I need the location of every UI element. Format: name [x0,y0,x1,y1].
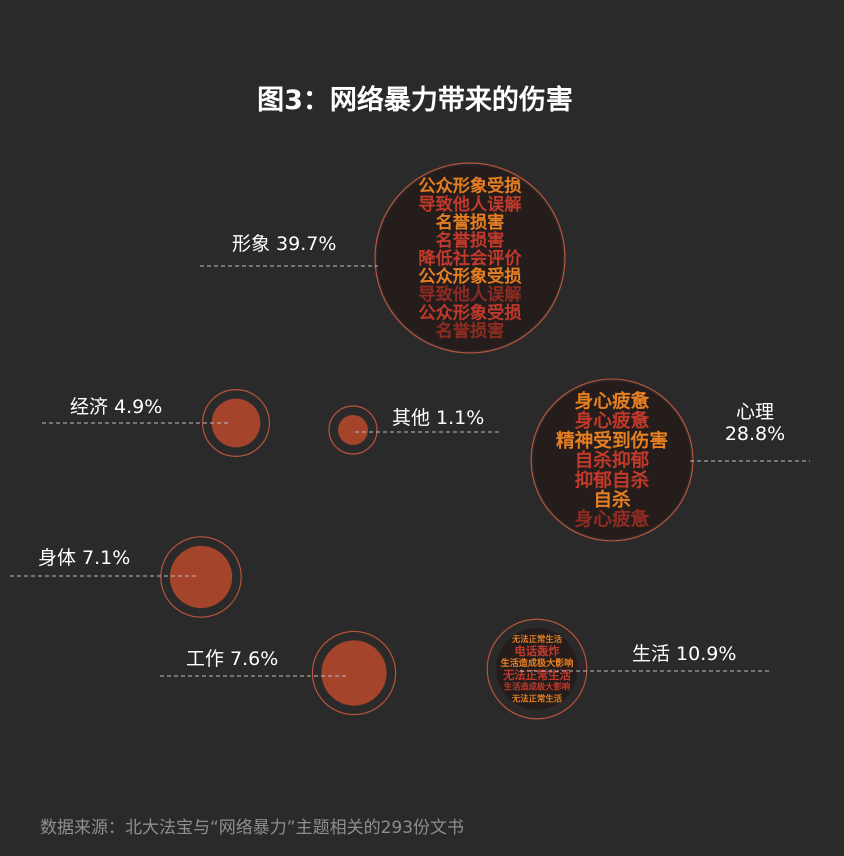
bubble-fill [533,381,691,539]
word-cloud-word: 精神受到伤害 [556,430,668,452]
word-cloud-word: 导致他人误解 [418,284,521,305]
word-cloud-word: 公众形象受损 [418,302,522,323]
bubble-label-其他: 其他 1.1% [392,407,484,429]
word-cloud-word: 无法正常生活 [511,634,563,644]
bubble-fill [321,640,387,706]
word-cloud-word: 自杀抑郁 [575,450,650,472]
bubble-label-生活: 生活 10.9% [632,643,736,665]
source-note: 数据来源：北大法宝与“网络暴力”主题相关的293份文书 [40,818,465,838]
bubble-ring [374,162,566,354]
chart-title: 图3：网络暴力带来的伤害 [257,85,573,116]
bubble-其他 [328,405,378,455]
word-cloud-word: 无法正常生活 [511,694,563,704]
bubble-label-心理: 心理 [736,401,774,423]
word-cloud-word: 无法正常生活 [502,668,571,682]
bubble-fill [211,398,261,448]
bubble-fill [169,545,233,609]
bubble-label-工作: 工作 7.6% [186,648,278,670]
bubble-label-心理: 28.8% [725,423,785,445]
bubble-ring [202,389,270,457]
word-cloud-word: 电话轰炸 [514,644,560,658]
bubble-经济 [202,389,270,457]
bubble-ring [328,405,378,455]
bubble-label-身体: 身体 7.1% [38,547,130,569]
word-cloud-word: 身心疲惫 [575,390,650,412]
bubble-ring [311,630,397,716]
bubble-身体 [160,536,242,618]
word-cloud-word: 降低社会评价 [418,248,522,269]
bubble-label-经济: 经济 4.9% [70,396,162,418]
bubble-ring [486,618,588,720]
bubble-ring [530,378,694,542]
word-cloud-word: 名誉损害 [436,230,505,251]
bubble-label-形象: 形象 39.7% [232,233,336,255]
word-cloud-word: 生活造成极大影响 [501,657,574,669]
word-cloud-word: 导致他人误解 [418,194,521,215]
bubble-形象: 公众形象受损导致他人误解名誉损害名誉损害降低社会评价公众形象受损导致他人误解公众… [374,162,566,354]
word-cloud-word: 自杀 [593,489,631,511]
word-cloud-word: 抑郁自杀 [575,469,650,491]
word-cloud-word: 名誉损害 [436,320,505,341]
bubble-工作 [311,630,397,716]
word-cloud-word: 身心疲惫 [575,509,650,531]
word-cloud-word: 身心疲惫 [575,410,650,432]
bubble-fill [377,165,563,351]
word-cloud-word: 公众形象受损 [418,266,522,287]
bubble-fill [338,415,368,445]
bubble-ring [160,536,242,618]
bubble-fill [496,628,578,710]
word-cloud-word: 生活造成极大影响 [504,682,570,692]
word-cloud-word: 公众形象受损 [418,176,522,197]
word-cloud-word: 名誉损害 [436,212,505,233]
